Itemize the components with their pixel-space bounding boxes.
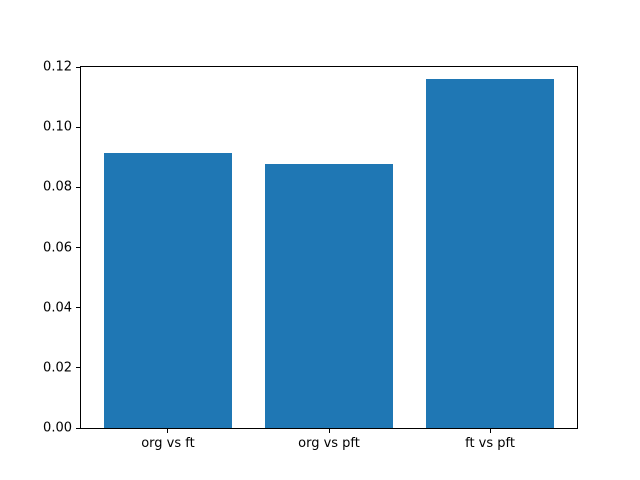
- x-tick-label: org vs ft: [141, 436, 195, 451]
- y-tick-mark: [76, 427, 80, 429]
- plot-area: 0.00 0.02 0.04 0.06 0.08 0.10 0.12 org vs ft or…: [43, 60, 578, 451]
- y-tick-label: 0.08: [43, 179, 72, 195]
- bar: [103, 152, 233, 428]
- y-tick-label: 0.00: [43, 420, 72, 436]
- x-tick-label: ft vs pft: [465, 436, 515, 451]
- y-tick-mark: [76, 126, 80, 128]
- x-tick-label: org vs pft: [298, 436, 360, 451]
- bar: [264, 163, 394, 428]
- y-tick-mark: [76, 307, 80, 309]
- y-tick-label: 0.06: [43, 240, 72, 255]
- y-tick-mark: [76, 66, 80, 68]
- y-tick-label: 0.12: [43, 59, 72, 75]
- y-tick-mark: [76, 186, 80, 188]
- y-tick-mark: [76, 247, 80, 248]
- x-tick-mark: [167, 429, 169, 433]
- y-tick-mark: [76, 367, 80, 369]
- x-tick-mark: [489, 429, 491, 433]
- y-tick-label: 0.02: [43, 360, 72, 376]
- bar: [425, 79, 555, 428]
- y-tick-label: 0.04: [43, 300, 72, 316]
- x-tick-mark: [328, 429, 330, 433]
- y-tick-label: 0.10: [43, 119, 72, 135]
